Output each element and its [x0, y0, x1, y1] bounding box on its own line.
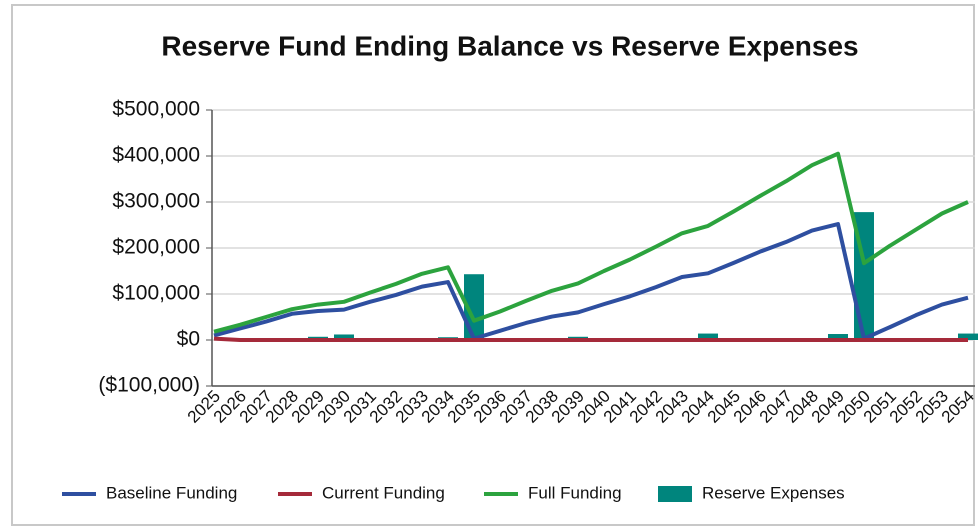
legend-swatch [658, 486, 692, 502]
line-series [213, 222, 969, 341]
y-tick-label: ($100,000) [98, 374, 200, 397]
y-tick-label: $200,000 [112, 236, 200, 259]
y-tick-label: $300,000 [112, 190, 200, 213]
frame [11, 4, 975, 526]
chart-title: Reserve Fund Ending Balance vs Reserve E… [161, 30, 858, 61]
y-tick-label: $500,000 [112, 98, 200, 121]
legend-item: Reserve Expenses [658, 483, 845, 502]
legend-label: Reserve Expenses [702, 483, 845, 502]
legend-item: Full Funding [484, 483, 622, 502]
legend-item: Baseline Funding [62, 483, 237, 502]
line-series [213, 336, 968, 342]
bar [334, 334, 354, 340]
y-tick-label: $100,000 [112, 282, 200, 305]
legend-item: Current Funding [278, 483, 445, 502]
bar [698, 333, 718, 340]
legend-label: Full Funding [528, 483, 622, 502]
y-tick-label: $400,000 [112, 144, 200, 167]
line-series [213, 151, 969, 334]
bar [828, 334, 848, 340]
bar [958, 333, 978, 340]
y-tick-label: $0 [177, 328, 200, 351]
legend-label: Baseline Funding [106, 483, 237, 502]
legend-label: Current Funding [322, 483, 445, 502]
